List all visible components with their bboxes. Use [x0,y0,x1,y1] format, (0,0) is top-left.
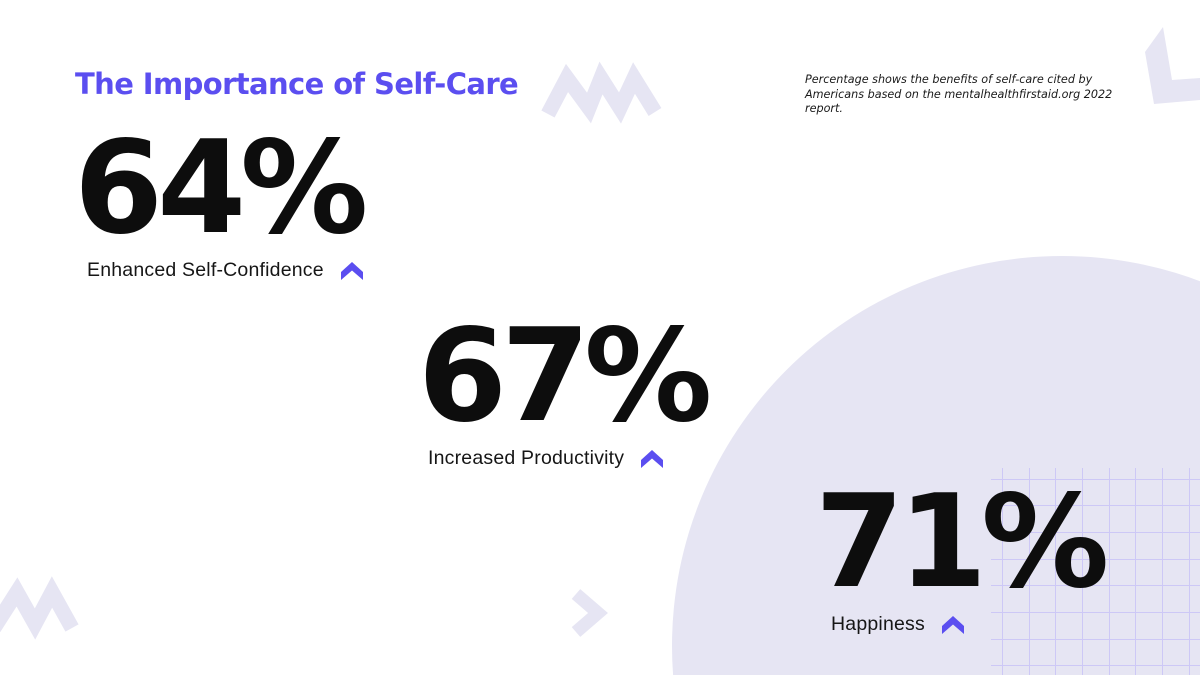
zigzag-icon [541,61,662,124]
stat-enhanced-self-confidence: 64% Enhanced Self-Confidence [74,114,368,282]
stat-label-row: Happiness [815,613,1103,636]
stat-label: Enhanced Self-Confidence [87,259,324,281]
stat-label: Happiness [831,613,925,635]
chevron-up-icon [340,261,363,280]
stat-happiness: 71% Happiness [815,468,1109,636]
stat-label: Increased Productivity [428,447,625,469]
stat-value: 64% [74,114,368,263]
chevron-up-icon [641,449,664,468]
stat-label-row: Enhanced Self-Confidence [74,259,363,282]
stat-label-row: Increased Productivity [418,447,706,470]
stat-value: 67% [418,302,712,451]
slide-title: The Importance of Self-Care [75,67,519,101]
source-note: Percentage shows the benefits of self-ca… [805,73,1113,116]
chevron-up-icon [941,615,964,634]
bracket-icon [1145,27,1200,104]
zigzag-icon [0,576,79,640]
chevron-right-icon [571,589,608,637]
stat-increased-productivity: 67% Increased Productivity [418,302,712,470]
stat-value: 71% [815,468,1109,617]
